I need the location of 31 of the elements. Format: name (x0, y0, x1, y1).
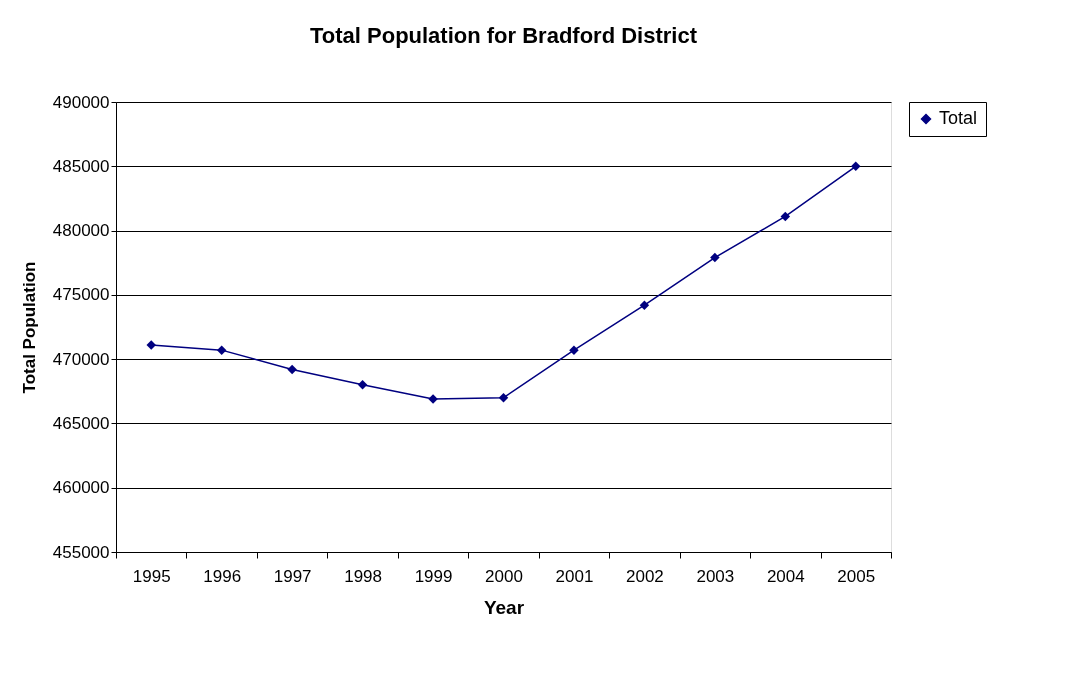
x-tick-label: 2004 (766, 566, 805, 586)
y-tick-label: 490000 (52, 92, 110, 112)
point (287, 364, 297, 375)
x-tick-label: 1997 (273, 566, 312, 586)
point (780, 211, 791, 222)
point (216, 345, 227, 355)
y-tick-label: 460000 (52, 478, 110, 498)
point (639, 300, 650, 310)
y-tick-label: 475000 (52, 285, 110, 305)
point (710, 252, 720, 263)
x-tick-label: 2000 (485, 566, 523, 586)
legend-label: Total (939, 108, 978, 128)
x-axis-title: Year (483, 596, 525, 618)
y-tick-label: 470000 (52, 349, 110, 369)
x-tick-label: 1998 (344, 566, 382, 586)
y-tick-label: 485000 (52, 156, 110, 176)
x-tick-label: 2003 (696, 566, 735, 586)
chart-title: Total Population for Bradford District (309, 23, 698, 48)
y-tick-label: 465000 (52, 413, 110, 433)
point (851, 161, 861, 172)
point (357, 380, 368, 390)
point (498, 392, 509, 403)
x-tick-label: 1999 (414, 566, 453, 586)
x-tick-label: 1995 (132, 566, 171, 586)
y-tick-label: 455000 (52, 542, 110, 562)
x-tick-label: 2001 (555, 566, 594, 586)
x-tick-label: 2005 (837, 566, 876, 586)
y-tick-label: 480000 (52, 221, 110, 241)
y-axis-title: Total Population (19, 261, 39, 394)
x-tick-label: 1996 (203, 566, 242, 586)
x-tick-label: 2002 (626, 566, 664, 586)
